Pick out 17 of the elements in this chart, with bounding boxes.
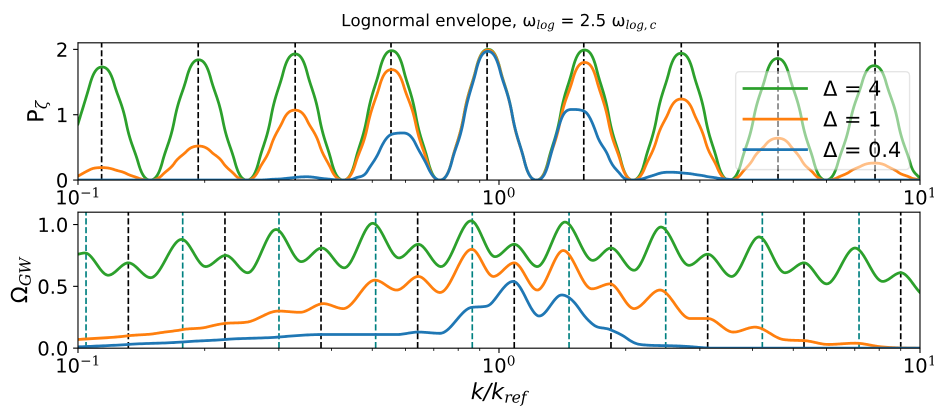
legend-label: Δ = 0.4 bbox=[823, 142, 900, 158]
legend-label: Δ = 1 bbox=[823, 111, 880, 126]
y-axis-title: P$_{ζ}$ bbox=[27, 100, 50, 121]
y-tick-label: 0.0 bbox=[38, 341, 67, 356]
x-tick-label: 10$^{−1}$ bbox=[57, 187, 98, 205]
y-tick-label: 1 bbox=[58, 108, 66, 122]
y-axis-title: Ω$_{GW}$ bbox=[10, 256, 31, 302]
y-tick-label: 0.5 bbox=[38, 279, 67, 294]
x-tick-label: 10$^{−1}$ bbox=[57, 355, 98, 373]
y-tick-label: 2 bbox=[57, 42, 66, 57]
y-tick-label: 0 bbox=[57, 173, 67, 188]
y-tick-label: 1.0 bbox=[39, 217, 67, 232]
x-axis-title: k/k$_{ref}$ bbox=[472, 382, 529, 406]
x-tick-label: 10$^{0}$ bbox=[484, 187, 515, 205]
legend-label: Δ = 4 bbox=[823, 80, 880, 96]
x-tick-label: 10$^{0}$ bbox=[484, 355, 515, 373]
chart-title: Lognormal envelope, ω$_{log}$ = 2.5 ω$_{log,c}$ bbox=[342, 14, 656, 32]
